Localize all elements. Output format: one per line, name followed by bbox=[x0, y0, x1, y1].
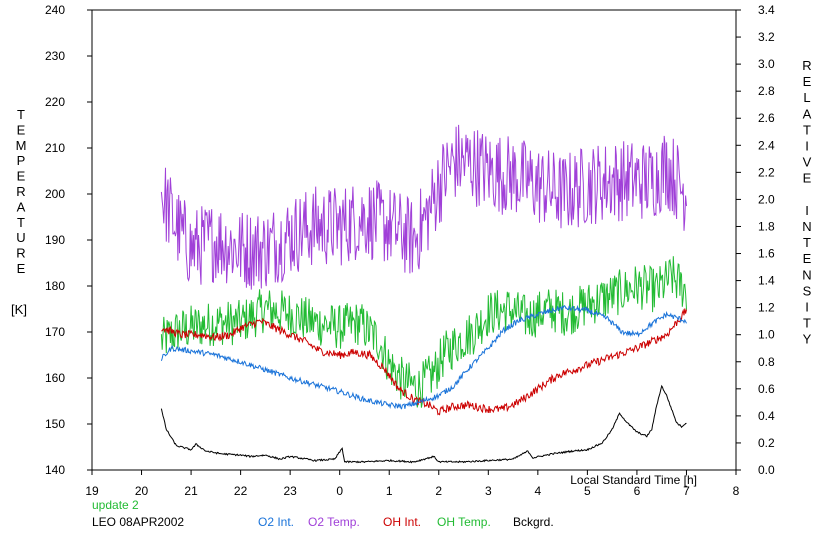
y-right-tick-label: 1.0 bbox=[758, 328, 775, 342]
y-right-tick-label: 1.2 bbox=[758, 301, 775, 315]
right-axis-letter: S bbox=[803, 283, 812, 298]
x-tick-label: 23 bbox=[283, 484, 297, 498]
y-left-tick-label: 220 bbox=[45, 95, 65, 109]
right-axis-letter: A bbox=[803, 106, 812, 121]
x-axis-label: Local Standard Time [h] bbox=[570, 473, 697, 487]
y-right-tick-label: 3.0 bbox=[758, 57, 775, 71]
right-axis-letter: N bbox=[802, 219, 811, 234]
y-left-tick-label: 150 bbox=[45, 417, 65, 431]
left-axis-letter: R bbox=[16, 246, 25, 261]
y-left-tick-label: 170 bbox=[45, 325, 65, 339]
x-axis: 19 20 21 22 23 0 1 2 3 4 5 6 7 8 bbox=[85, 470, 740, 498]
legend-entry: OH Int. bbox=[383, 515, 422, 529]
oh-int-series-line bbox=[161, 308, 687, 416]
right-axis-letter: T bbox=[803, 235, 811, 250]
y-right-tick-label: 0.2 bbox=[758, 436, 775, 450]
left-y-axis: 140 150 160 170 180 190 200 210 220 230 240 bbox=[45, 3, 92, 477]
update-note: update 2 bbox=[92, 498, 139, 512]
x-tick-label: 19 bbox=[85, 484, 99, 498]
y-right-tick-label: 1.6 bbox=[758, 247, 775, 261]
right-axis-letter: I bbox=[805, 300, 809, 315]
y-right-tick-label: 0.4 bbox=[758, 409, 775, 423]
y-left-tick-label: 210 bbox=[45, 141, 65, 155]
right-axis-letter: T bbox=[803, 122, 811, 137]
left-axis-letter: M bbox=[16, 138, 27, 153]
left-axis-letter: R bbox=[16, 184, 25, 199]
x-tick-label: 5 bbox=[584, 484, 591, 498]
right-axis-letter: E bbox=[803, 251, 812, 266]
oh-temp-series-line bbox=[160, 256, 687, 408]
y-right-tick-label: 2.0 bbox=[758, 192, 775, 206]
y-right-tick-label: 0.0 bbox=[758, 463, 775, 477]
y-left-tick-label: 240 bbox=[45, 3, 65, 17]
y-right-tick-label: 3.4 bbox=[758, 3, 775, 17]
right-axis-letter: V bbox=[803, 155, 812, 170]
x-tick-label: 22 bbox=[234, 484, 248, 498]
bckgrd-series-line bbox=[160, 384, 687, 464]
y-left-tick-label: 160 bbox=[45, 371, 65, 385]
o2-temp-series-line bbox=[160, 124, 687, 290]
y-right-tick-label: 3.2 bbox=[758, 30, 775, 44]
left-axis-letter: E bbox=[17, 261, 26, 276]
x-tick-label: 4 bbox=[535, 484, 542, 498]
right-axis-letter: I bbox=[805, 139, 809, 154]
x-tick-label: 8 bbox=[733, 484, 740, 498]
left-axis-letter: P bbox=[17, 153, 26, 168]
x-tick-label: 1 bbox=[386, 484, 393, 498]
y-right-tick-label: 0.6 bbox=[758, 382, 775, 396]
left-axis-unit: [K] bbox=[11, 302, 27, 317]
y-left-tick-label: 180 bbox=[45, 279, 65, 293]
left-axis-letter: T bbox=[17, 107, 25, 122]
x-tick-label: 7 bbox=[683, 484, 690, 498]
y-right-tick-label: 2.8 bbox=[758, 84, 775, 98]
site-date: LEO 08APR2002 bbox=[92, 515, 185, 529]
y-right-tick-label: 2.4 bbox=[758, 138, 775, 152]
right-axis-letter: Y bbox=[803, 332, 812, 347]
legend-entry: O2 Int. bbox=[258, 515, 295, 529]
y-right-tick-label: 2.6 bbox=[758, 111, 775, 125]
y-left-tick-label: 140 bbox=[45, 463, 65, 477]
left-axis-letter: T bbox=[17, 215, 25, 230]
right-axis-letter: E bbox=[803, 171, 812, 186]
right-axis-letter: N bbox=[802, 267, 811, 282]
y-left-tick-label: 230 bbox=[45, 49, 65, 63]
left-axis-letter: E bbox=[17, 169, 26, 184]
right-axis-letter: E bbox=[803, 74, 812, 89]
right-axis-letter: L bbox=[803, 90, 810, 105]
y-right-tick-label: 0.8 bbox=[758, 355, 775, 369]
right-axis-letter: R bbox=[802, 58, 811, 73]
y-left-tick-label: 200 bbox=[45, 187, 65, 201]
left-axis-letter: A bbox=[17, 199, 26, 214]
legend-entry: Bckgrd. bbox=[513, 515, 554, 529]
right-y-axis: 0.0 0.2 0.4 0.6 0.8 1.0 1.2 1.4 1.6 1.8 2.0 2.2 2.4 2… bbox=[736, 3, 775, 477]
legend-entry: O2 Temp. bbox=[308, 515, 360, 529]
right-axis-letter: T bbox=[803, 316, 811, 331]
left-axis-letter: U bbox=[16, 230, 25, 245]
y-right-tick-label: 2.2 bbox=[758, 165, 775, 179]
y-right-tick-label: 1.8 bbox=[758, 219, 775, 233]
o2-int-series-line bbox=[160, 304, 687, 410]
x-tick-label: 20 bbox=[135, 484, 149, 498]
x-tick-label: 21 bbox=[184, 484, 198, 498]
x-tick-label: 2 bbox=[435, 484, 442, 498]
x-tick-label: 0 bbox=[336, 484, 343, 498]
x-tick-label: 6 bbox=[634, 484, 641, 498]
series-layer bbox=[160, 124, 687, 464]
right-axis-letter: I bbox=[805, 203, 809, 218]
left-axis-letter: E bbox=[17, 122, 26, 137]
legend-entry: OH Temp. bbox=[437, 515, 491, 529]
y-left-tick-label: 190 bbox=[45, 233, 65, 247]
y-right-tick-label: 1.4 bbox=[758, 274, 775, 288]
x-tick-label: 3 bbox=[485, 484, 492, 498]
